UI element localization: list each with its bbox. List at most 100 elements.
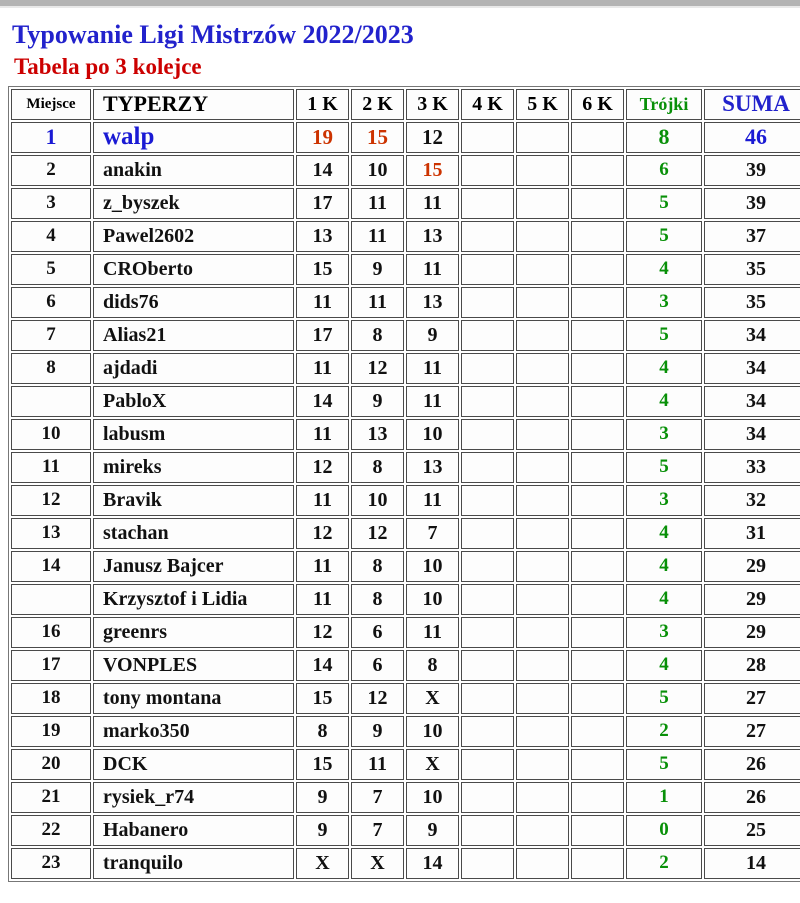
round-3-score-cell: 11: [406, 616, 459, 648]
triples-cell: 5: [626, 220, 702, 252]
round-1-score-cell: 11: [296, 484, 349, 516]
round-6-score-cell: [571, 847, 624, 879]
round-5-score-cell: [516, 121, 569, 153]
round-6-score-cell: [571, 748, 624, 780]
table-row: 2 anakin 14 10 15 6 39: [11, 154, 800, 186]
triples-cell: 4: [626, 253, 702, 285]
table-row: 12 Bravik 11 10 11 3 32: [11, 484, 800, 516]
table-row: 3 z_byszek 17 11 11 5 39: [11, 187, 800, 219]
table-row: 7 Alias21 17 8 9 5 34: [11, 319, 800, 351]
round-3-score-cell: 13: [406, 286, 459, 318]
place-cell: 21: [11, 781, 91, 813]
round-2-score-cell: 13: [351, 418, 404, 450]
round-6-score-cell: [571, 649, 624, 681]
round-3-score-cell: 14: [406, 847, 459, 879]
typer-name-cell: z_byszek: [93, 187, 294, 219]
round-4-score-cell: [461, 814, 514, 846]
round-2-score-cell: 9: [351, 253, 404, 285]
round-2-score-cell: 7: [351, 781, 404, 813]
round-4-score-cell: [461, 385, 514, 417]
triples-cell: 2: [626, 715, 702, 747]
round-4-score-cell: [461, 649, 514, 681]
sum-cell: 26: [704, 781, 800, 813]
round-3-score-cell: X: [406, 682, 459, 714]
round-4-score-cell: [461, 517, 514, 549]
round-2-score-cell: 7: [351, 814, 404, 846]
round-1-score-cell: 12: [296, 616, 349, 648]
round-5-score-cell: [516, 253, 569, 285]
column-header-round-1: 1 K: [296, 88, 349, 120]
place-cell: 3: [11, 187, 91, 219]
round-5-score-cell: [516, 682, 569, 714]
typer-name-cell: DCK: [93, 748, 294, 780]
table-row: 1 walp 19 15 12 8 46: [11, 121, 800, 153]
triples-cell: 3: [626, 616, 702, 648]
round-4-score-cell: [461, 154, 514, 186]
place-cell: 4: [11, 220, 91, 252]
typer-name-cell: Bravik: [93, 484, 294, 516]
round-1-score-cell: 11: [296, 352, 349, 384]
place-cell: 18: [11, 682, 91, 714]
round-5-score-cell: [516, 517, 569, 549]
table-row: 23 tranquilo X X 14 2 14: [11, 847, 800, 879]
typer-name-cell: VONPLES: [93, 649, 294, 681]
sum-cell: 35: [704, 286, 800, 318]
typer-name-cell: labusm: [93, 418, 294, 450]
standings-table: Miejsce TYPERZY 1 K 2 K 3 K 4 K 5 K 6 K …: [8, 85, 800, 882]
round-1-score-cell: 17: [296, 187, 349, 219]
triples-cell: 2: [626, 847, 702, 879]
page-title: Typowanie Ligi Mistrzów 2022/2023: [12, 20, 414, 49]
sum-cell: 29: [704, 616, 800, 648]
round-5-score-cell: [516, 418, 569, 450]
round-2-score-cell: 10: [351, 154, 404, 186]
triples-cell: 4: [626, 517, 702, 549]
place-cell: 6: [11, 286, 91, 318]
sum-cell: 29: [704, 583, 800, 615]
page-subtitle: Tabela po 3 kolejce: [14, 53, 202, 79]
place-cell: 7: [11, 319, 91, 351]
round-3-score-cell: 10: [406, 550, 459, 582]
round-2-score-cell: 8: [351, 451, 404, 483]
round-3-score-cell: 9: [406, 814, 459, 846]
round-6-score-cell: [571, 220, 624, 252]
round-6-score-cell: [571, 451, 624, 483]
triples-cell: 0: [626, 814, 702, 846]
round-1-score-cell: 15: [296, 253, 349, 285]
table-row: 8 ajdadi 11 12 11 4 34: [11, 352, 800, 384]
round-2-score-cell: 9: [351, 385, 404, 417]
round-2-score-cell: X: [351, 847, 404, 879]
round-6-score-cell: [571, 121, 624, 153]
triples-cell: 4: [626, 385, 702, 417]
place-cell: 23: [11, 847, 91, 879]
round-4-score-cell: [461, 319, 514, 351]
triples-cell: 5: [626, 319, 702, 351]
column-header-round-6: 6 K: [571, 88, 624, 120]
round-2-score-cell: 11: [351, 748, 404, 780]
typer-name-cell: stachan: [93, 517, 294, 549]
sum-cell: 37: [704, 220, 800, 252]
round-3-score-cell: 11: [406, 352, 459, 384]
place-cell: 13: [11, 517, 91, 549]
round-6-score-cell: [571, 154, 624, 186]
table-row: 13 stachan 12 12 7 4 31: [11, 517, 800, 549]
triples-cell: 6: [626, 154, 702, 186]
round-1-score-cell: 19: [296, 121, 349, 153]
place-cell: 11: [11, 451, 91, 483]
round-4-score-cell: [461, 616, 514, 648]
round-3-score-cell: 7: [406, 517, 459, 549]
table-row: 4 Pawel2602 13 11 13 5 37: [11, 220, 800, 252]
column-header-suma: SUMA: [704, 88, 800, 120]
round-4-score-cell: [461, 583, 514, 615]
round-3-score-cell: 15: [406, 154, 459, 186]
triples-cell: 5: [626, 682, 702, 714]
window-top-edge: [0, 0, 800, 8]
round-4-score-cell: [461, 451, 514, 483]
round-6-score-cell: [571, 187, 624, 219]
triples-cell: 5: [626, 451, 702, 483]
round-6-score-cell: [571, 814, 624, 846]
typer-name-cell: mireks: [93, 451, 294, 483]
round-4-score-cell: [461, 550, 514, 582]
round-3-score-cell: 10: [406, 781, 459, 813]
typer-name-cell: Krzysztof i Lidia: [93, 583, 294, 615]
round-3-score-cell: 10: [406, 715, 459, 747]
